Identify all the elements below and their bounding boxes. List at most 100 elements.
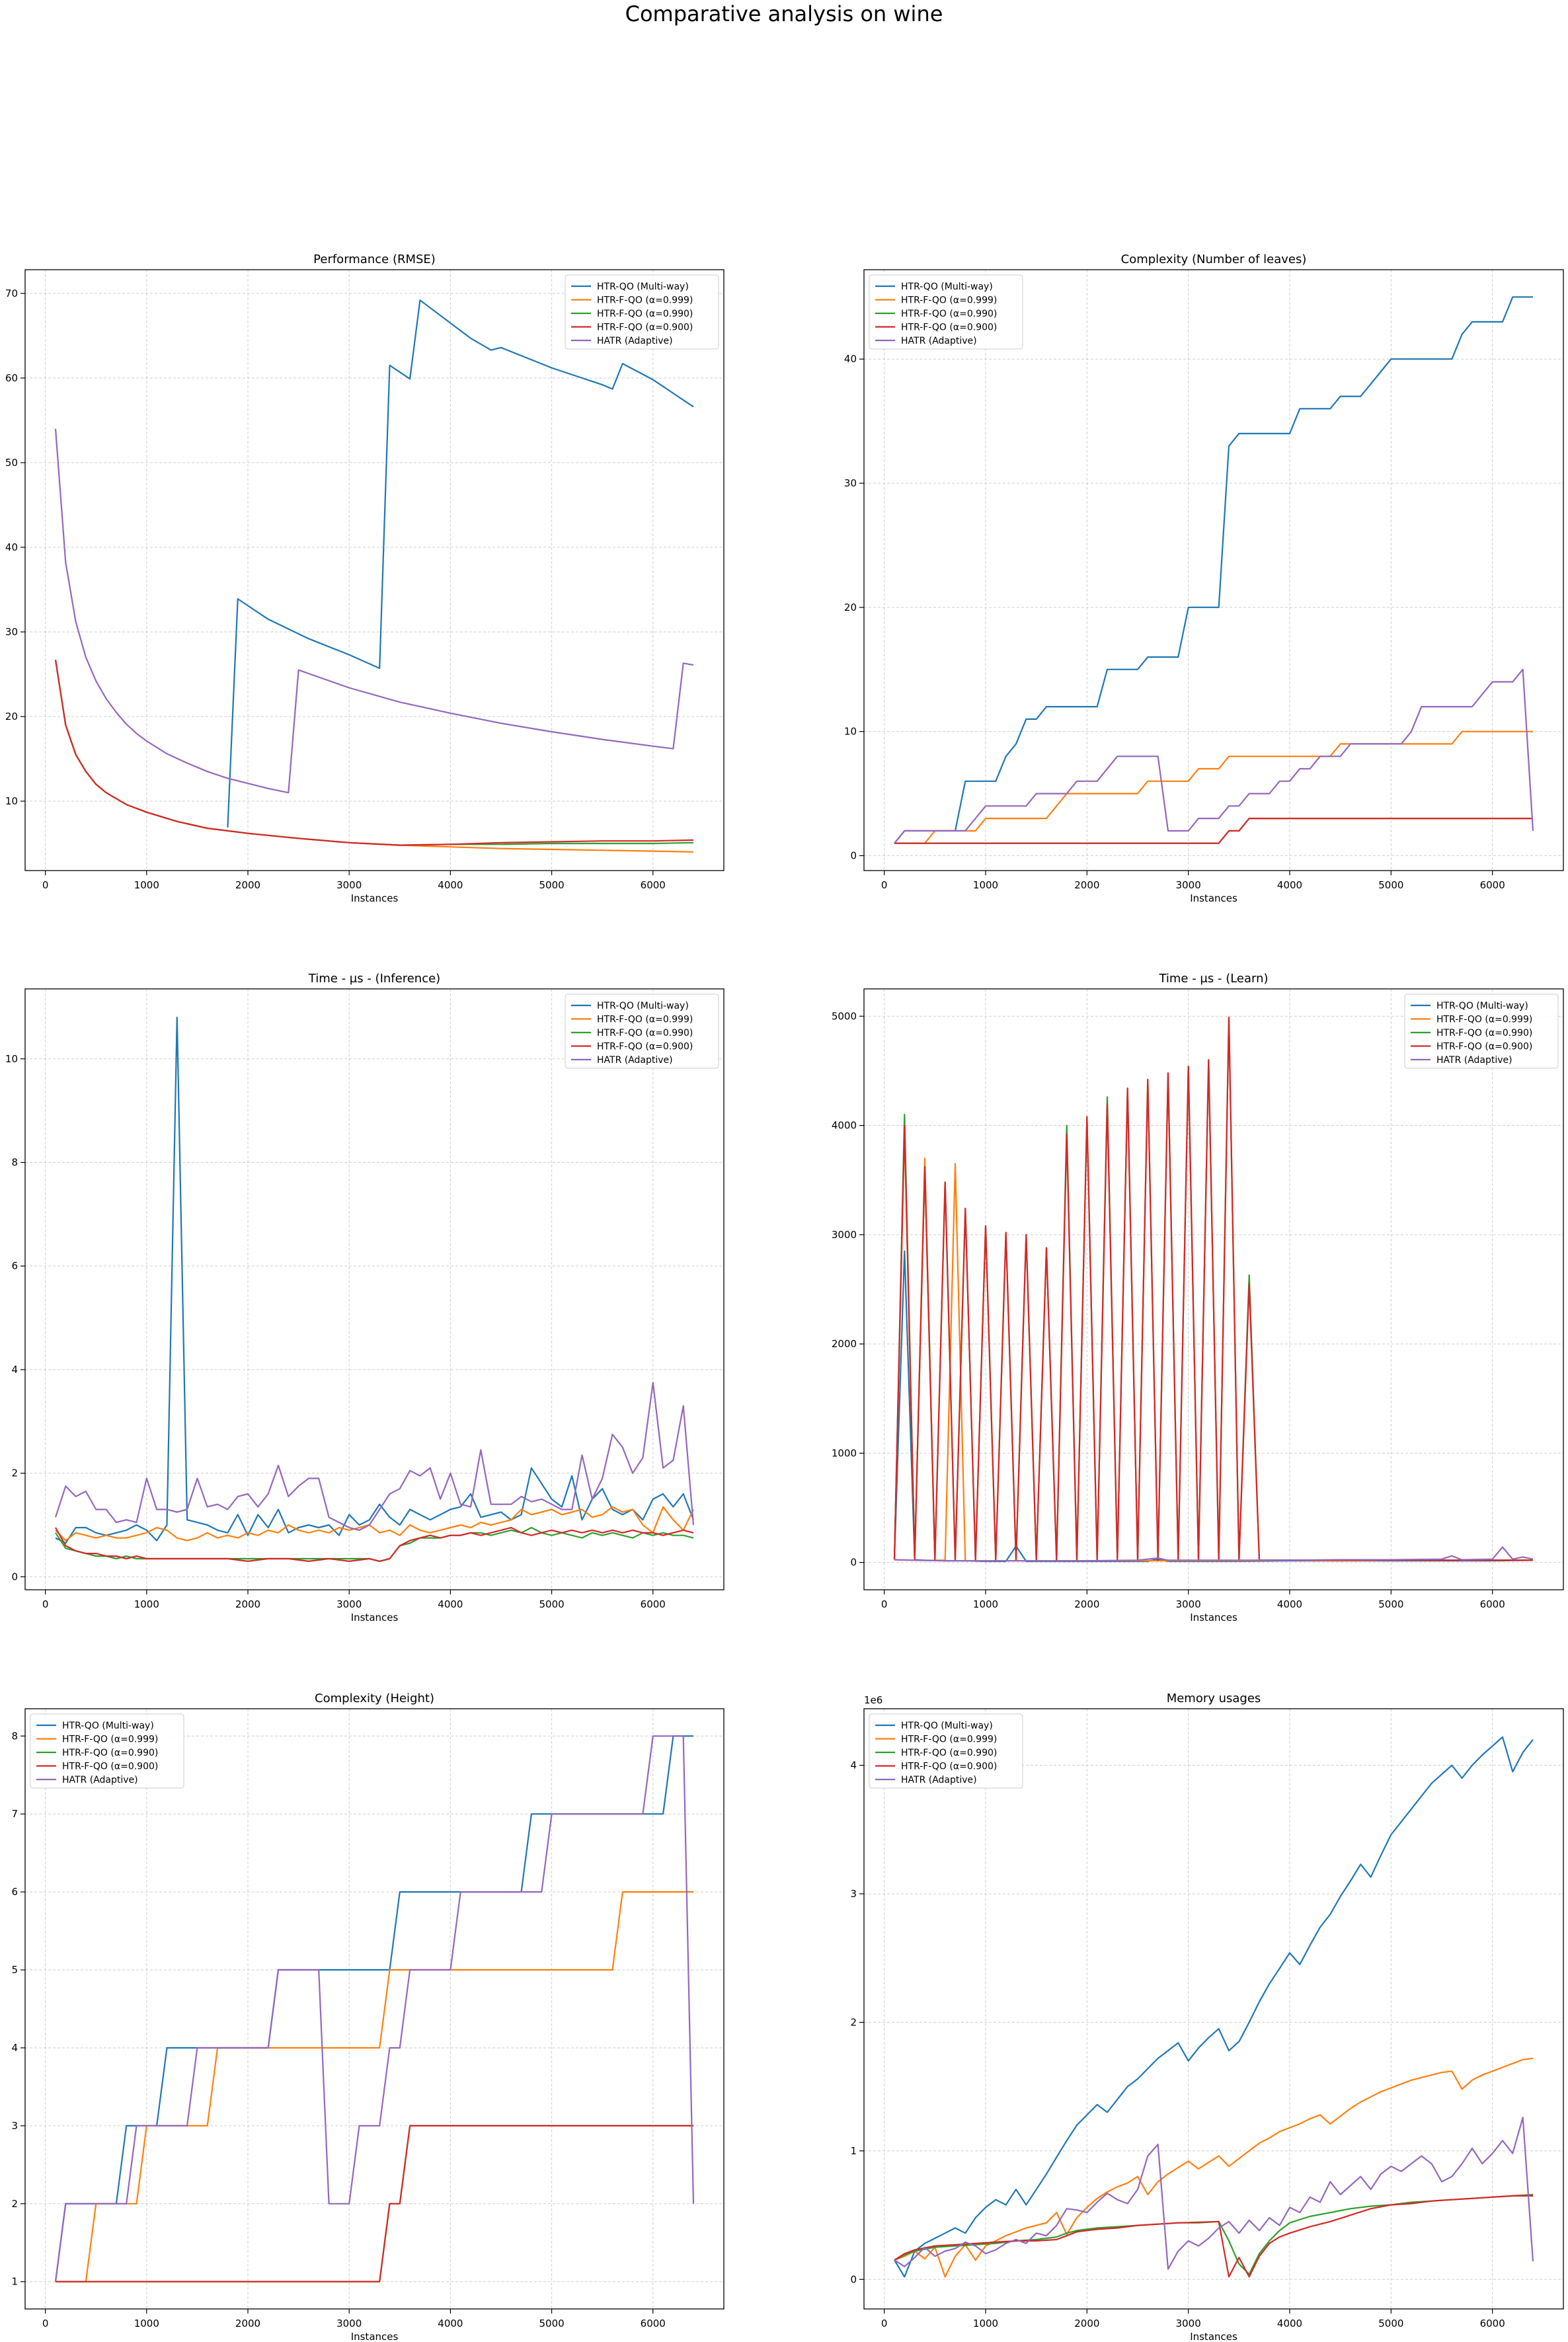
x-tick-label: 6000: [1480, 879, 1505, 891]
x-tick-label: 1000: [134, 879, 159, 891]
grid-lines: [25, 270, 724, 871]
legend-label: HTR-F-QO (α=0.990): [597, 309, 693, 319]
x-tick-label: 5000: [1378, 2318, 1403, 2329]
plot-area: [25, 270, 724, 871]
legend-label: HTR-QO (Multi-way): [1436, 1001, 1528, 1011]
y-tick-label: 6: [11, 1886, 18, 1898]
tick-labels: 0 1000 2000 3000 4000 5000 6000 0 2 4 6 8 10: [5, 1053, 666, 1610]
y-tick-label: 3: [11, 2120, 18, 2132]
x-tick-label: 1000: [134, 2318, 159, 2329]
y-tick-label: 2: [11, 1467, 18, 1479]
tick-labels: 0 1000 2000 3000 4000 5000 6000 10 20 30 40 50 60 70: [5, 288, 666, 891]
series-line-5: [894, 1546, 1534, 1562]
y-tick-label: 0: [850, 849, 857, 861]
y-tick-label: 4: [850, 1760, 857, 1772]
y-tick-label: 0: [11, 1571, 18, 1582]
y-tick-label: 0: [850, 2273, 857, 2285]
series-line-1: [894, 296, 1533, 844]
y-tick-label: 8: [11, 1730, 18, 1742]
x-tick-label: 0: [42, 2318, 49, 2329]
legend-label: HTR-QO (Multi-way): [62, 1721, 154, 1731]
axes-frame: [24, 269, 725, 871]
chart-title: Performance (RMSE): [313, 253, 436, 266]
legend-label: HTR-F-QO (α=0.999): [901, 1735, 997, 1745]
legend-box: [30, 1713, 184, 1789]
legend-label: HTR-F-QO (α=0.900): [597, 1042, 693, 1052]
y-offset-label: 1e6: [864, 1694, 882, 1706]
x-axis-label: Instances: [1190, 892, 1237, 904]
x-tick-label: 4000: [438, 1598, 463, 1610]
x-tick-label: 5000: [539, 879, 564, 891]
x-tick-label: 5000: [539, 2318, 564, 2329]
legend-label: HTR-F-QO (α=0.990): [901, 1748, 997, 1758]
legend: HTR-QO (Multi-way) HTR-F-QO (α=0.999) HTR-…: [30, 1713, 184, 1789]
legend-label: HATR (Adaptive): [901, 1775, 977, 1785]
tick-labels: 0 1000 2000 3000 4000 5000 6000 0 1000 2000 3000 40…: [832, 1010, 1505, 1610]
legend-box: [869, 274, 1023, 350]
series-line-1: [894, 1736, 1534, 2278]
legend-label: HTR-F-QO (α=0.999): [597, 1015, 693, 1025]
series-line-5: [894, 2117, 1534, 2270]
x-tick-label: 5000: [539, 1598, 564, 1610]
axes-frame: [863, 1708, 1564, 2310]
axes-frame: [24, 1708, 725, 2310]
y-tick-label: 2: [850, 2016, 857, 2028]
y-tick-label: 1: [850, 2145, 857, 2157]
legend-label: HTR-F-QO (α=0.999): [901, 295, 997, 306]
series-group: [54, 1016, 695, 1562]
legend-box: [869, 1713, 1023, 1789]
x-tick-label: 3000: [1176, 879, 1201, 891]
grid-lines: [864, 270, 1563, 871]
y-tick-label: 8: [11, 1157, 18, 1169]
legend: HTR-QO (Multi-way) HTR-F-QO (α=0.999) HTR-…: [565, 994, 719, 1069]
x-axis-label: Instances: [1190, 1612, 1237, 1623]
y-tick-label: 1000: [832, 1447, 857, 1459]
tick-labels: 0 1000 2000 3000 4000 5000 6000 1 2 3 4 5 6 7 8: [11, 1730, 665, 2329]
x-tick-label: 3000: [1176, 1598, 1201, 1610]
y-tick-label: 10: [5, 1053, 18, 1065]
series-group: [894, 1736, 1534, 2278]
x-tick-label: 6000: [1480, 1598, 1505, 1610]
x-tick-label: 6000: [641, 2318, 666, 2329]
y-tick-label: 40: [5, 541, 18, 553]
axes-frame: [863, 269, 1564, 871]
x-tick-label: 3000: [336, 879, 362, 891]
x-tick-label: 6000: [641, 879, 666, 891]
chart-panel-memory: 0 1000 2000 3000 4000 5000 6000 0 1 2 3 4 Memory usa…: [850, 1692, 1564, 2342]
x-tick-label: 1000: [973, 1598, 998, 1610]
x-tick-label: 2000: [235, 879, 260, 891]
x-tick-label: 4000: [438, 2318, 463, 2329]
tick-labels: 0 1000 2000 3000 4000 5000 6000 0 10 20 30 40: [844, 353, 1505, 891]
x-axis-label: Instances: [351, 2331, 399, 2342]
y-tick-label: 7: [11, 1808, 18, 1820]
series-group: [54, 1735, 695, 2283]
legend-box: [565, 994, 719, 1069]
plot-area: [864, 270, 1563, 871]
chart-panel-rmse: 0 1000 2000 3000 4000 5000 6000 10 20 30 40 50 60 70 P…: [5, 253, 725, 904]
x-tick-label: 0: [881, 1598, 888, 1610]
x-tick-label: 5000: [1378, 879, 1403, 891]
x-tick-label: 2000: [1074, 1598, 1099, 1610]
x-tick-label: 6000: [1480, 2318, 1505, 2329]
legend-label: HTR-QO (Multi-way): [597, 282, 689, 292]
x-tick-label: 1000: [973, 2318, 998, 2329]
y-tick-label: 0: [850, 1557, 857, 1569]
series-line-4: [894, 2195, 1533, 2278]
chart-title: Complexity (Height): [315, 1692, 434, 1705]
legend-label: HATR (Adaptive): [62, 1775, 138, 1785]
legend-label: HATR (Adaptive): [1436, 1055, 1512, 1066]
grid-lines: [864, 1709, 1563, 2309]
legend-box: [565, 274, 719, 350]
series-line-3: [894, 2193, 1534, 2275]
legend-label: HATR (Adaptive): [901, 336, 977, 346]
legend-label: HATR (Adaptive): [597, 1055, 673, 1066]
legend-box: [1404, 994, 1559, 1069]
x-tick-label: 4000: [438, 879, 463, 891]
chart-panel-learn: 0 1000 2000 3000 4000 5000 6000 0 1000 2000 3000 40…: [832, 972, 1564, 1623]
plot-area: [25, 989, 724, 1590]
chart-title: Memory usages: [1167, 1692, 1261, 1705]
legend-label: HTR-F-QO (α=0.900): [901, 323, 997, 333]
x-tick-label: 3000: [1176, 2318, 1201, 2329]
series-group: [894, 296, 1534, 844]
